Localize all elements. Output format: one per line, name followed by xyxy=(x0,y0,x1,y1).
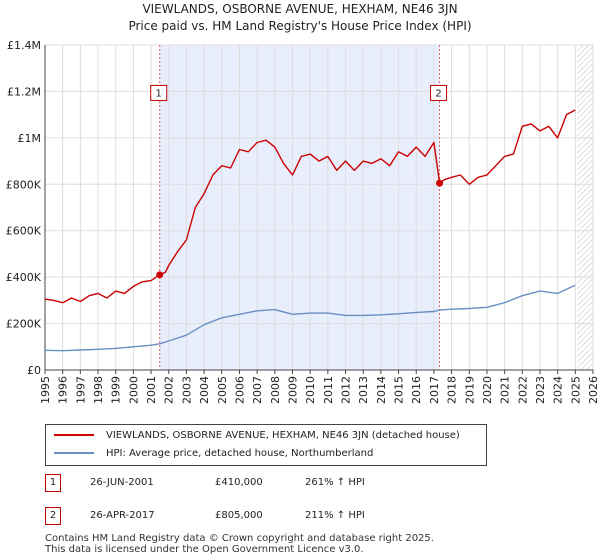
chart-subtitle: Price paid vs. HM Land Registry's House … xyxy=(128,19,472,33)
x-tick-label: 2022 xyxy=(516,376,529,404)
x-tick-label: 1997 xyxy=(74,376,87,404)
sale-badge-1: 1 xyxy=(45,474,61,492)
x-tick-label: 2019 xyxy=(463,376,476,404)
sale-badge-2: 2 xyxy=(45,507,61,525)
x-tick-label: 2011 xyxy=(322,376,335,404)
x-tick-label: 2000 xyxy=(127,376,140,404)
sale-point xyxy=(436,179,444,187)
x-tick-label: 2012 xyxy=(340,376,353,404)
x-tick-label: 2025 xyxy=(569,376,582,404)
x-tick-label: 2001 xyxy=(145,376,158,404)
legend-swatch-red xyxy=(54,434,94,436)
x-tick-label: 2003 xyxy=(180,376,193,404)
footer-licence: This data is licensed under the Open Gov… xyxy=(45,544,364,555)
y-tick-label: £1M xyxy=(18,132,42,145)
sale-price-1: £410,000 xyxy=(215,477,263,488)
sale-number-label: 2 xyxy=(435,88,441,99)
chart-legend: VIEWLANDS, OSBORNE AVENUE, HEXHAM, NE46 … xyxy=(45,424,487,466)
chart-title: VIEWLANDS, OSBORNE AVENUE, HEXHAM, NE46 … xyxy=(142,2,458,16)
x-tick-label: 2004 xyxy=(198,376,211,404)
x-tick-label: 2015 xyxy=(393,376,406,404)
x-tick-label: 1995 xyxy=(39,376,52,404)
x-tick-label: 2014 xyxy=(375,376,388,404)
sale-number-label: 1 xyxy=(156,88,162,99)
x-tick-label: 2007 xyxy=(251,376,264,404)
sale-point xyxy=(156,271,164,279)
sale-price-2: £805,000 xyxy=(215,510,263,521)
sale-hpi-2: 211% ↑ HPI xyxy=(305,510,365,521)
y-tick-label: £600K xyxy=(6,225,42,238)
y-tick-label: £800K xyxy=(6,178,42,191)
x-tick-label: 2006 xyxy=(233,376,246,404)
footer-copyright: Contains HM Land Registry data © Crown c… xyxy=(45,533,434,544)
legend-entry-property: VIEWLANDS, OSBORNE AVENUE, HEXHAM, NE46 … xyxy=(54,428,460,444)
y-tick-label: £1.4M xyxy=(7,39,41,52)
legend-swatch-blue xyxy=(54,452,94,454)
x-tick-label: 2021 xyxy=(499,376,512,404)
future-hatch xyxy=(577,45,593,370)
x-tick-label: 2013 xyxy=(357,376,370,404)
x-tick-label: 1996 xyxy=(57,376,70,404)
x-tick-label: 2009 xyxy=(286,376,299,404)
x-tick-label: 2017 xyxy=(428,376,441,404)
x-tick-label: 2020 xyxy=(481,376,494,404)
sale-date-1: 26-JUN-2001 xyxy=(90,477,154,488)
x-tick-label: 2018 xyxy=(446,376,459,404)
x-tick-label: 2026 xyxy=(587,376,600,404)
sale-hpi-1: 261% ↑ HPI xyxy=(305,477,365,488)
x-tick-label: 1998 xyxy=(92,376,105,404)
sale-date-2: 26-APR-2017 xyxy=(90,510,155,521)
x-tick-label: 2005 xyxy=(216,376,229,404)
x-tick-label: 2024 xyxy=(552,376,565,404)
shaded-period xyxy=(159,45,440,370)
x-tick-label: 2008 xyxy=(269,376,282,404)
y-tick-label: £400K xyxy=(6,271,42,284)
sale-number-box xyxy=(150,84,168,101)
series-line-hpi xyxy=(44,284,576,352)
y-tick-label: £200K xyxy=(6,318,42,331)
price-chart: £0 £200K £400K £600K £800K £1M £1.2M £1.4M 1995 1… xyxy=(6,39,600,404)
legend-label-hpi: HPI: Average price, detached house, Nort… xyxy=(106,448,374,459)
x-tick-label: 2002 xyxy=(163,376,176,404)
series-line-property xyxy=(44,109,576,304)
legend-label-property: VIEWLANDS, OSBORNE AVENUE, HEXHAM, NE46 … xyxy=(106,430,460,441)
x-tick-label: 2010 xyxy=(304,376,317,404)
y-tick-label: £0 xyxy=(27,364,41,377)
sale-number-box xyxy=(430,84,448,101)
y-tick-label: £1.2M xyxy=(7,85,41,98)
x-tick-label: 2023 xyxy=(534,376,547,404)
x-tick-label: 2016 xyxy=(410,376,423,404)
legend-entry-hpi: HPI: Average price, detached house, Nort… xyxy=(54,446,373,462)
x-tick-label: 1999 xyxy=(110,376,123,404)
